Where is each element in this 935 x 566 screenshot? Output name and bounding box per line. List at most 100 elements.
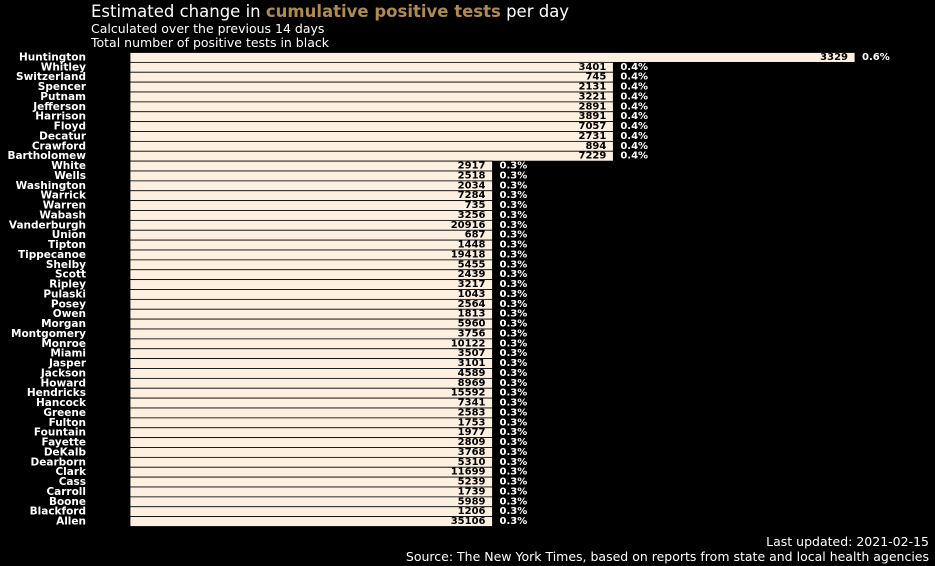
bar	[129, 279, 493, 290]
total-label: 2583	[458, 407, 486, 418]
bar	[129, 219, 493, 231]
bar	[129, 190, 493, 202]
category-label: Jasper	[48, 358, 87, 370]
bar	[129, 496, 493, 508]
source-note: Source: The New York Times, based on rep…	[405, 549, 929, 564]
chart-footer: Last updated: 2021-02-15 Source: The New…	[406, 534, 929, 564]
category-label: Wells	[54, 170, 86, 182]
total-label: 1448	[458, 240, 486, 251]
bar	[129, 427, 493, 439]
percent-label: 0.3%	[500, 457, 528, 468]
percent-label: 0.3%	[500, 348, 528, 359]
total-label: 2917	[458, 161, 486, 172]
bar	[129, 338, 493, 350]
total-label: 2731	[578, 131, 606, 142]
percent-label: 0.3%	[500, 309, 528, 320]
category-label: Morgan	[41, 318, 86, 330]
category-label: Warren	[43, 200, 86, 212]
category-label: Blackford	[30, 506, 86, 518]
category-label: Putnam	[40, 91, 86, 103]
category-label: Hancock	[36, 397, 87, 409]
percent-label: 0.3%	[500, 220, 528, 231]
percent-label: 0.3%	[500, 358, 528, 369]
bar	[129, 486, 493, 498]
category-label: Boone	[49, 496, 86, 508]
total-label: 2564	[458, 299, 486, 310]
bar	[129, 111, 614, 123]
bar	[129, 437, 493, 448]
chart-subtitle-note: Total number of positive tests in black	[91, 35, 329, 50]
bar	[129, 456, 493, 468]
category-label: Dearborn	[31, 456, 86, 468]
category-label: Warrick	[41, 190, 87, 202]
percent-label: 0.3%	[500, 319, 528, 330]
percent-label: 0.3%	[500, 200, 528, 211]
category-label: Clark	[55, 466, 87, 478]
category-label: Howard	[41, 377, 86, 389]
bar	[129, 377, 493, 389]
total-label: 1043	[458, 289, 486, 300]
bar	[129, 140, 614, 152]
bar	[129, 101, 614, 113]
category-label: Crawford	[32, 140, 86, 152]
total-label: 3507	[458, 348, 486, 359]
total-label: 1206	[458, 506, 486, 517]
bar	[129, 91, 614, 103]
percent-label: 0.4%	[620, 91, 648, 102]
total-label: 3101	[458, 358, 486, 369]
category-label: Floyd	[54, 121, 86, 133]
percent-label: 0.3%	[500, 467, 528, 478]
total-label: 3329	[820, 52, 848, 63]
bar	[129, 249, 493, 261]
category-label: Owen	[53, 308, 86, 320]
category-label: Washington	[16, 180, 86, 192]
category-label: Allen	[56, 516, 86, 528]
total-label: 2439	[458, 269, 486, 280]
title-prefix: Estimated change in	[91, 2, 266, 21]
bar	[129, 239, 493, 251]
total-label: 3217	[458, 279, 486, 290]
percent-label: 0.3%	[500, 427, 528, 438]
percent-label: 0.3%	[500, 170, 528, 181]
percent-label: 0.3%	[500, 190, 528, 201]
total-label: 1739	[458, 486, 486, 497]
category-label: Tippecanoe	[18, 249, 86, 261]
total-label: 3401	[578, 62, 606, 73]
percent-label: 0.3%	[500, 398, 528, 409]
total-label: 5960	[458, 319, 486, 330]
percent-label: 0.4%	[620, 141, 648, 152]
bar	[129, 200, 493, 211]
total-label: 10122	[451, 338, 486, 349]
bar	[129, 308, 493, 320]
percent-label: 0.3%	[500, 496, 528, 507]
total-label: 2131	[578, 82, 606, 93]
category-label: Bartholomew	[7, 150, 86, 162]
total-label: 3221	[578, 91, 606, 102]
bar	[129, 407, 493, 419]
bar	[129, 81, 614, 93]
total-label: 1813	[458, 309, 486, 320]
bar	[129, 417, 493, 429]
total-label: 5989	[458, 496, 486, 507]
percent-label: 0.4%	[620, 151, 648, 162]
total-label: 7229	[578, 151, 606, 162]
total-label: 3756	[458, 328, 486, 339]
percent-label: 0.3%	[500, 180, 528, 191]
total-label: 5239	[458, 477, 486, 488]
bar	[129, 289, 493, 300]
percent-label: 0.3%	[500, 417, 528, 428]
category-label: Huntington	[19, 51, 86, 63]
percent-label: 0.4%	[620, 82, 648, 93]
chart-header: Estimated change in cumulative positive …	[91, 2, 569, 50]
total-label: 3891	[578, 111, 606, 122]
title-suffix: per day	[500, 2, 570, 21]
bar	[129, 61, 614, 73]
percent-label: 0.4%	[620, 72, 648, 83]
last-updated: Last updated: 2021-02-15	[766, 534, 929, 549]
percent-label: 0.3%	[500, 240, 528, 251]
bar	[129, 259, 493, 271]
category-label: Fountain	[34, 427, 86, 439]
category-label: Ripley	[49, 279, 86, 291]
category-label: DeKalb	[44, 446, 87, 458]
